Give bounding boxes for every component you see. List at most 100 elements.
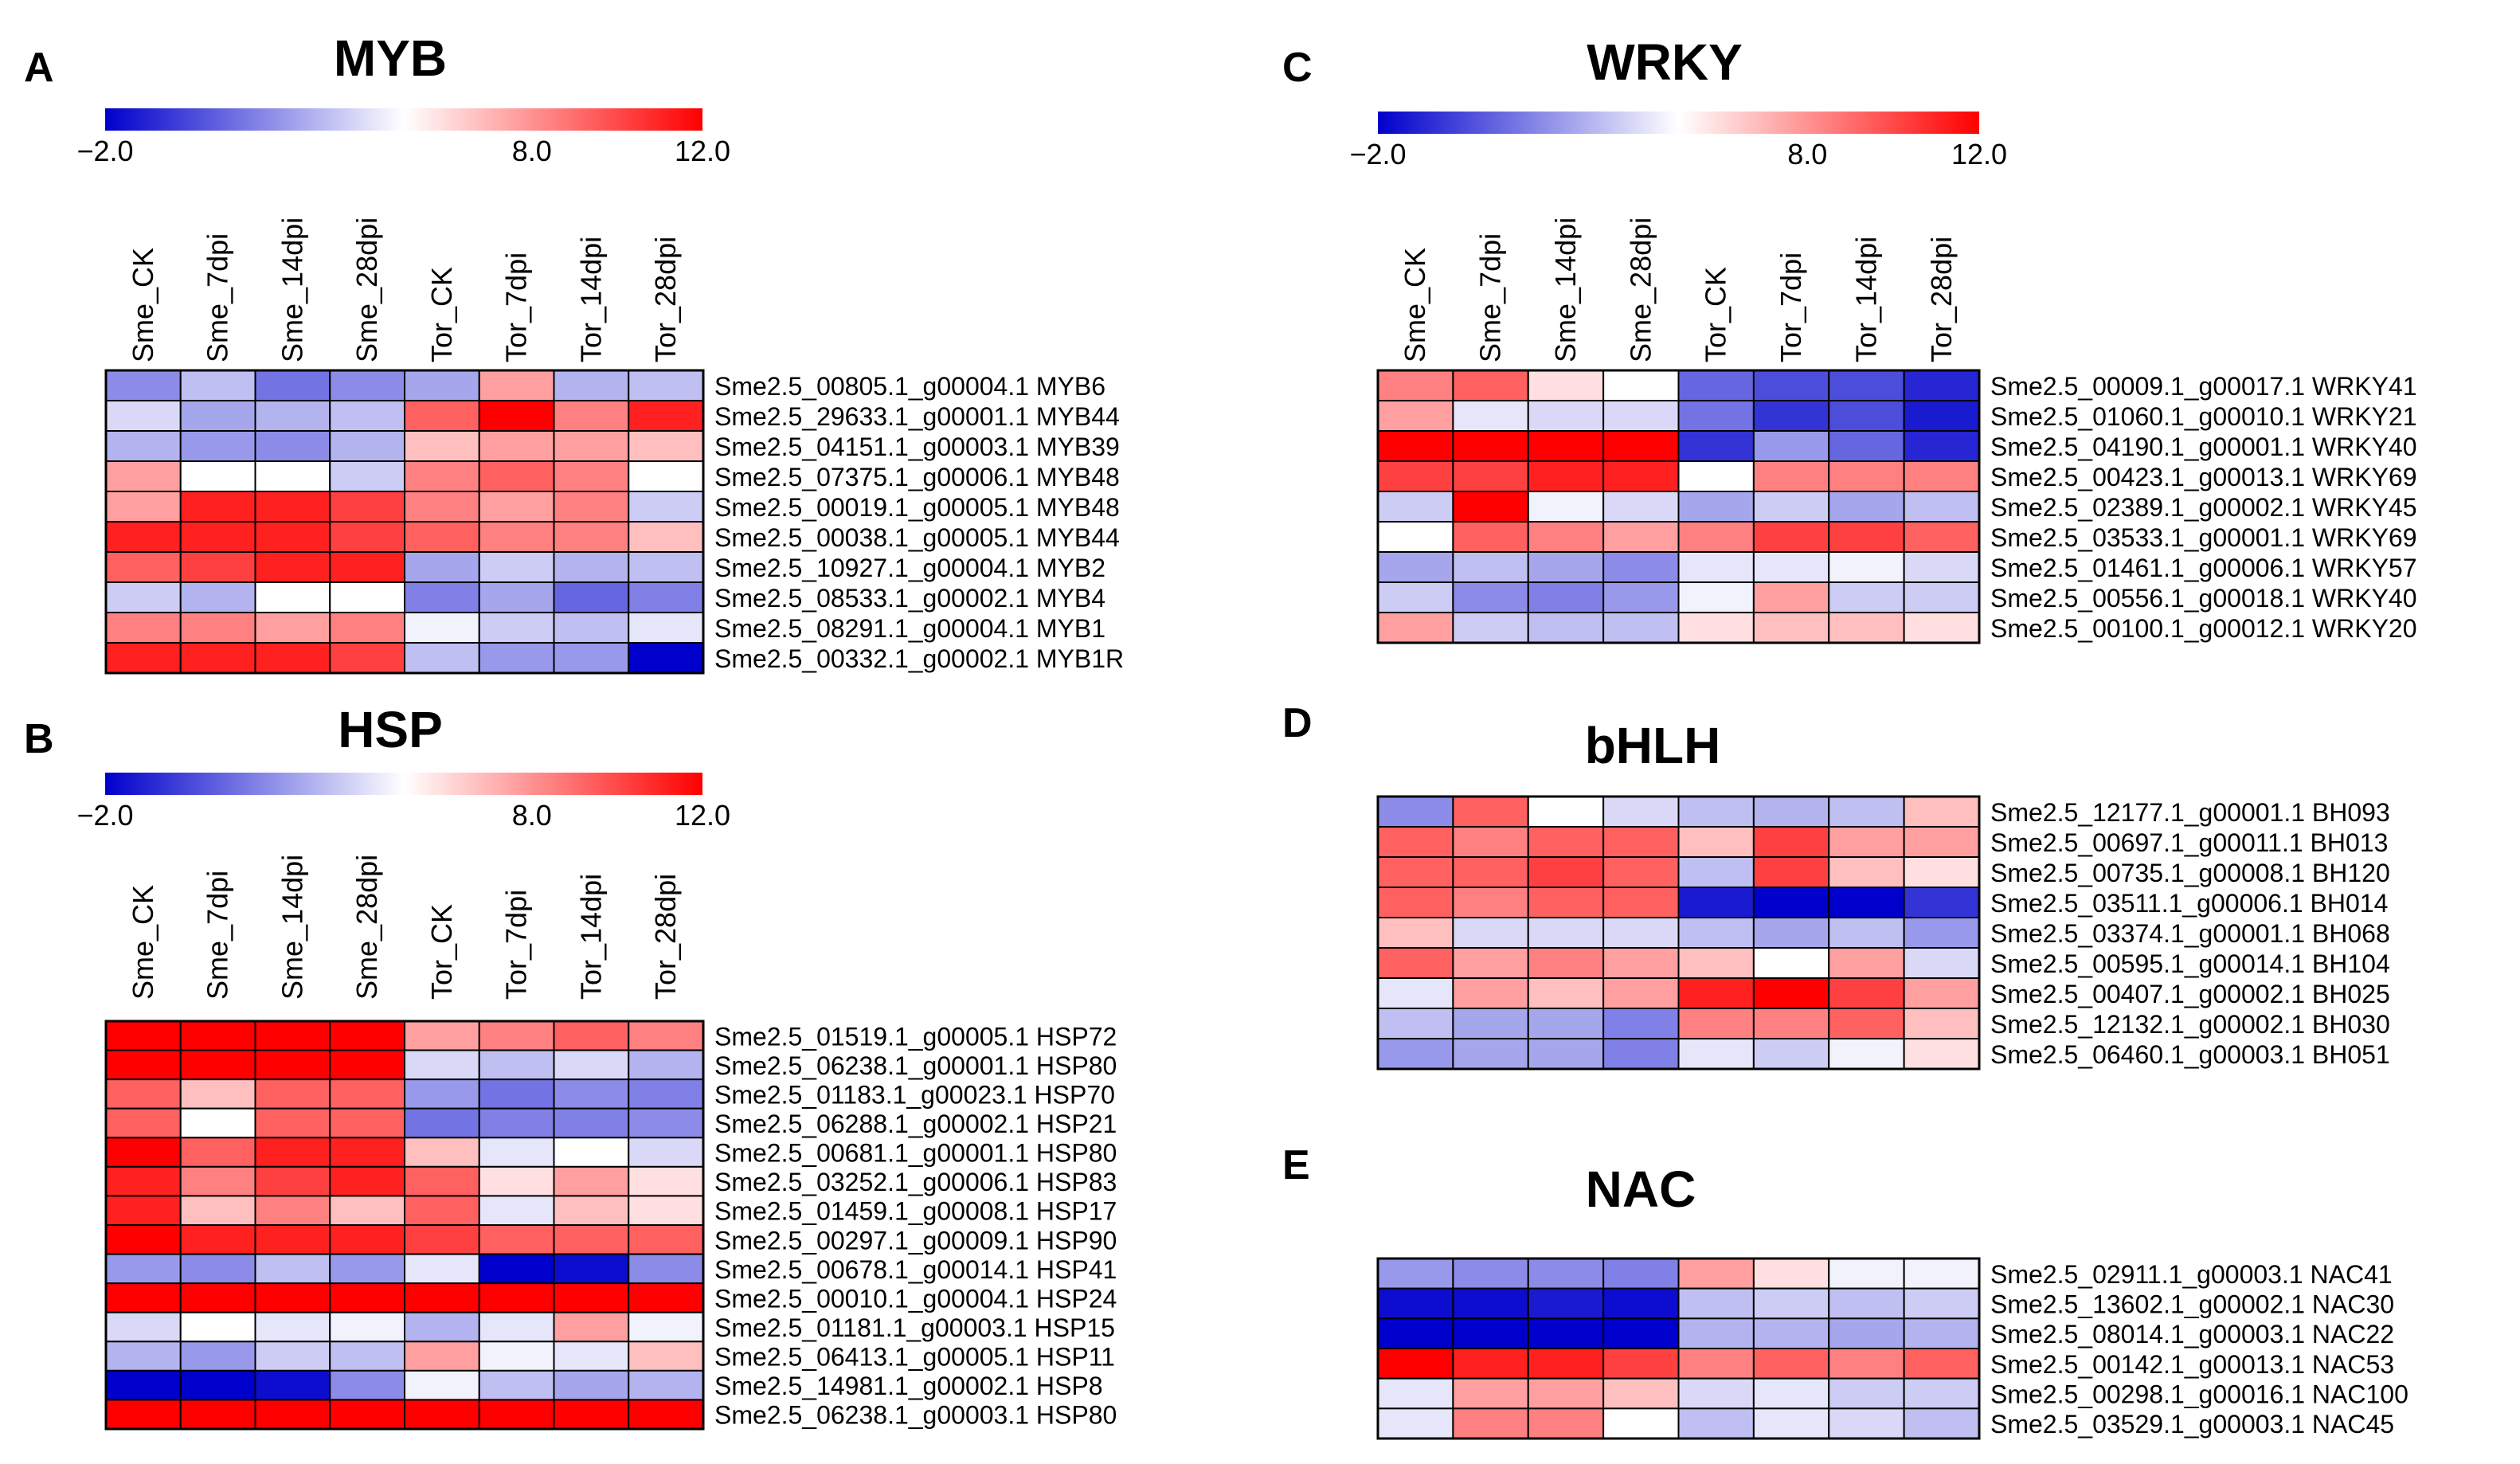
heatmap-cell (1677, 551, 1755, 583)
heatmap-cell (1452, 1258, 1529, 1290)
heatmap-cell (1828, 491, 1905, 523)
heatmap-cell (1377, 796, 1454, 828)
row-label: Sme2.5_08014.1_g00003.1 NAC22 (1990, 1320, 2394, 1349)
heatmap-cell (1377, 1407, 1454, 1440)
heatmap-cell (1677, 430, 1755, 462)
row-label: Sme2.5_00332.1_g00002.1 MYB1R (714, 644, 1124, 673)
heatmap-cell (254, 1195, 331, 1227)
heatmap-cell (105, 370, 182, 401)
colorbar-tick-label: 12.0 (675, 135, 730, 167)
row-label: Sme2.5_12177.1_g00001.1 BH093 (1990, 798, 2390, 827)
heatmap-cell (1903, 1407, 1980, 1440)
heatmap-cell (1752, 977, 1830, 1009)
heatmap-cell (254, 1224, 331, 1255)
heatmap-cell (1828, 460, 1905, 492)
row-label: Sme2.5_00805.1_g00004.1 MYB6 (714, 372, 1105, 401)
heatmap-cell (1452, 460, 1529, 492)
heatmap-cell (1903, 1038, 1980, 1070)
heatmap-cell (179, 521, 256, 553)
heatmap-cell (404, 1137, 480, 1168)
heatmap-cell (254, 1165, 331, 1197)
heatmap-cell (1602, 1258, 1680, 1290)
heatmap-cell (254, 1107, 331, 1139)
heatmap-cell (478, 1165, 555, 1197)
heatmap-cell (105, 1078, 182, 1110)
heatmap-cell (1377, 521, 1454, 553)
heatmap-cell (1377, 581, 1454, 613)
colorbar-tick-label: 8.0 (512, 135, 552, 167)
row-label: Sme2.5_00423.1_g00013.1 WRKY69 (1990, 463, 2417, 491)
heatmap-cell (1527, 1008, 1605, 1039)
heatmap-cell (329, 1078, 405, 1110)
row-label: Sme2.5_07375.1_g00006.1 MYB48 (714, 463, 1120, 491)
row-label: Sme2.5_14981.1_g00002.1 HSP8 (714, 1372, 1103, 1400)
heatmap-cell (105, 430, 182, 462)
heatmap-cell (329, 521, 405, 553)
heatmap-cell (1527, 551, 1605, 583)
heatmap-cell (478, 1282, 555, 1313)
heatmap-cell (628, 521, 704, 553)
heatmap-cell (1452, 826, 1529, 858)
heatmap-cell (1527, 1287, 1605, 1320)
heatmap-cell (1903, 826, 1980, 858)
heatmap-cell (1377, 491, 1454, 523)
heatmap-cell (1752, 826, 1830, 858)
heatmap-cell (1527, 947, 1605, 979)
row-label: Sme2.5_00010.1_g00004.1 HSP24 (714, 1284, 1117, 1313)
heatmap-cell (179, 1078, 256, 1110)
heatmap-cell (628, 460, 704, 492)
heatmap-cell (1377, 887, 1454, 918)
heatmap-cell (254, 581, 331, 613)
heatmap-cell (553, 551, 630, 583)
heatmap-cell (478, 1224, 555, 1255)
heatmap-cell (254, 1020, 331, 1051)
heatmap-cell (254, 491, 331, 523)
heatmap-cell (329, 1195, 405, 1227)
heatmap-cell (1602, 1348, 1680, 1380)
heatmap-cell (478, 1369, 555, 1401)
heatmap-cell (553, 460, 630, 492)
heatmap-cell (1752, 460, 1830, 492)
heatmap-cell (1903, 947, 1980, 979)
heatmap-cell (1752, 1407, 1830, 1440)
heatmap-cell (1377, 1038, 1454, 1070)
heatmap-cell (1903, 1377, 1980, 1410)
heatmap-cell (254, 612, 331, 644)
heatmap-cell (1903, 612, 1980, 644)
heatmap-cell (179, 1311, 256, 1343)
heatmap-cell (254, 430, 331, 462)
heatmap-cell (254, 370, 331, 401)
panel-letter: A (24, 45, 54, 91)
panel-letter: D (1282, 700, 1313, 746)
heatmap-cell (1452, 551, 1529, 583)
heatmap-cell (1903, 460, 1980, 492)
column-label: Tor_CK (1700, 267, 1732, 362)
heatmap-cell (105, 1195, 182, 1227)
heatmap-cell (179, 1165, 256, 1197)
heatmap-cell (179, 1341, 256, 1372)
heatmap-cell (628, 491, 704, 523)
row-label: Sme2.5_00019.1_g00005.1 MYB48 (714, 493, 1120, 522)
heatmap-cell (1903, 521, 1980, 553)
heatmap-cell (1752, 491, 1830, 523)
heatmap-cell (254, 1282, 331, 1313)
heatmap-cell (1828, 551, 1905, 583)
heatmap-cell (329, 1165, 405, 1197)
heatmap-cell (179, 642, 256, 674)
heatmap-cell (105, 1282, 182, 1313)
heatmap-cell (105, 1399, 182, 1431)
heatmap-cell (329, 1107, 405, 1139)
row-label: Sme2.5_06238.1_g00001.1 HSP80 (714, 1051, 1117, 1080)
heatmap-cell (1677, 1287, 1755, 1320)
heatmap-cell (404, 370, 480, 401)
row-label: Sme2.5_00407.1_g00002.1 BH025 (1990, 980, 2390, 1008)
heatmap-cell (254, 460, 331, 492)
heatmap-cell (478, 642, 555, 674)
heatmap-cell (478, 1253, 555, 1285)
heatmap-cell (329, 1253, 405, 1285)
heatmap-cell (105, 1137, 182, 1168)
heatmap-cell (478, 460, 555, 492)
heatmap-cell (1677, 1317, 1755, 1350)
heatmap-cell (628, 1137, 704, 1168)
heatmap-cell (1452, 1407, 1529, 1440)
